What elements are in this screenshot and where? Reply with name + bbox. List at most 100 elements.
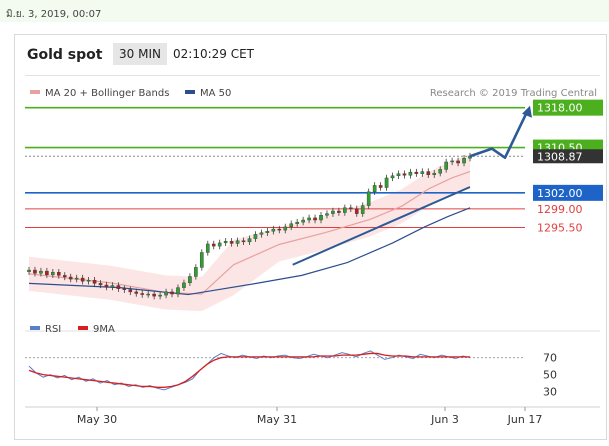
- candle-body: [51, 271, 55, 276]
- price-chart: MA 20 + Bollinger Bands MA 50 Research © 2…: [25, 88, 603, 426]
- candle-body: [259, 232, 264, 235]
- candle-body: [414, 171, 419, 174]
- x-tick-label: May 30: [77, 413, 117, 426]
- candle-body: [176, 287, 180, 295]
- candle-body: [319, 215, 323, 221]
- level-label-support: 1295.50: [537, 221, 583, 234]
- candle-body: [56, 271, 61, 276]
- candle-body: [39, 270, 43, 274]
- legend-swatch-ma50: [185, 90, 195, 94]
- candle-body: [217, 242, 222, 247]
- candle-body: [313, 217, 317, 221]
- candle-body: [194, 267, 198, 277]
- chart-header: Gold spot 30 MIN 02:10:29 CET: [15, 35, 606, 75]
- trend-line: [292, 186, 471, 266]
- rsi-tick-label: 30: [543, 386, 557, 399]
- candle-body: [247, 238, 252, 243]
- candle-body: [211, 243, 216, 247]
- candle-body: [253, 234, 258, 239]
- candle-body: [384, 177, 389, 188]
- rsi-ma-line: [28, 352, 470, 388]
- candle-body: [366, 191, 371, 206]
- level-label-pivot: 1302.00: [537, 187, 583, 200]
- candle-body: [205, 243, 210, 253]
- candle-body: [360, 205, 365, 214]
- candle-body: [229, 241, 234, 244]
- legend-ma50: MA 50: [200, 88, 231, 99]
- candle-body: [104, 284, 109, 288]
- candle-body: [343, 207, 347, 213]
- candle-body: [170, 291, 174, 295]
- candle-body: [271, 228, 276, 232]
- candle-body: [27, 269, 31, 272]
- candle-body: [444, 161, 448, 170]
- level-tag-resistance: [533, 99, 603, 116]
- candle-body: [349, 207, 353, 210]
- candle-body: [295, 221, 299, 224]
- last-price-tag: [533, 149, 603, 164]
- candle-body: [372, 185, 377, 192]
- candle-body: [200, 252, 204, 268]
- candle-body: [140, 293, 145, 295]
- chart-panel: Gold spot 30 MIN 02:10:29 CET MA 20 + Bo…: [14, 34, 607, 440]
- candle-body: [301, 219, 305, 223]
- candle-body: [432, 172, 437, 175]
- candle-body: [408, 171, 413, 176]
- candle-body: [402, 173, 407, 176]
- candle-body: [164, 291, 168, 296]
- timeframe-badge[interactable]: 30 MIN: [113, 43, 167, 65]
- rsi-tick-label: 50: [543, 369, 557, 382]
- candle-body: [277, 228, 282, 231]
- header-divider: [25, 75, 600, 76]
- legend-swatch-rsi-ma: [78, 326, 88, 330]
- date-stamp: มิ.ย. 3, 2019, 00:07: [6, 9, 102, 20]
- legend-rsi-ma: 9MA: [93, 324, 115, 335]
- level-label-support: 1299.00: [537, 203, 583, 216]
- candle-body: [450, 160, 454, 163]
- candle-body: [62, 275, 67, 278]
- candle-body: [235, 240, 240, 244]
- candle-body: [426, 171, 431, 175]
- candle-body: [80, 277, 85, 282]
- level-tag-pivot: [533, 184, 603, 201]
- chart-time: 02:10:29 CET: [173, 47, 254, 61]
- candle-body: [92, 279, 97, 284]
- legend-swatch-ma20: [30, 90, 40, 94]
- chart-credit: Research © 2019 Trading Central: [430, 88, 597, 99]
- candle-body: [325, 213, 329, 216]
- candle-body: [289, 223, 294, 228]
- projection-arrowhead: [522, 105, 532, 118]
- candle-body: [307, 217, 311, 221]
- candle-body: [337, 210, 341, 213]
- candle-body: [86, 279, 91, 282]
- candle-body: [378, 185, 383, 188]
- candle-body: [331, 210, 335, 214]
- last-price-label: 1308.87: [537, 150, 583, 163]
- x-tick-label: May 31: [257, 413, 297, 426]
- candle-body: [241, 240, 246, 243]
- candle-body: [45, 270, 49, 276]
- candle-body: [116, 285, 121, 289]
- level-label-resistance: 1318.00: [537, 102, 583, 115]
- candle-body: [182, 282, 186, 288]
- candle-body: [188, 276, 192, 284]
- candle-body: [462, 158, 466, 164]
- legend-swatch-rsi: [30, 326, 40, 330]
- candle-body: [134, 291, 139, 294]
- candle-body: [283, 226, 288, 231]
- candle-body: [146, 293, 150, 296]
- candle-body: [456, 160, 460, 164]
- candle-body: [152, 293, 156, 297]
- instrument-title: Gold spot: [27, 47, 103, 63]
- x-tick-label: Jun 3: [430, 413, 459, 426]
- bollinger-band: [29, 154, 470, 312]
- candle-body: [223, 241, 228, 244]
- candle-body: [128, 289, 133, 293]
- x-tick-label: Jun 17: [507, 413, 543, 426]
- candle-body: [438, 169, 443, 174]
- legend-ma20: MA 20 + Bollinger Bands: [45, 88, 169, 99]
- candle-body: [74, 277, 79, 280]
- candle-body: [354, 208, 359, 214]
- projection-path: [469, 109, 530, 160]
- candle-body: [420, 171, 425, 174]
